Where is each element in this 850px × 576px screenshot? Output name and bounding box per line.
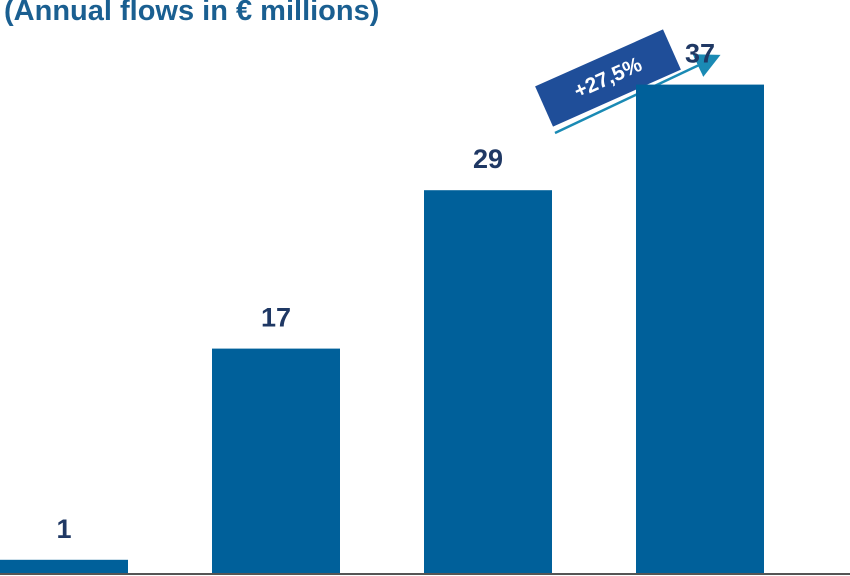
bar xyxy=(212,348,340,573)
annotation-bg xyxy=(535,29,681,127)
bar xyxy=(636,84,764,573)
bar xyxy=(0,559,128,573)
chart-title: (Annual flows in € millions) xyxy=(4,0,379,27)
data-label: 37 xyxy=(685,39,715,69)
data-label: 1 xyxy=(56,514,71,544)
data-label: 17 xyxy=(261,303,291,333)
data-label: 29 xyxy=(473,144,503,174)
bar xyxy=(424,190,552,573)
growth-arrow xyxy=(554,54,721,135)
